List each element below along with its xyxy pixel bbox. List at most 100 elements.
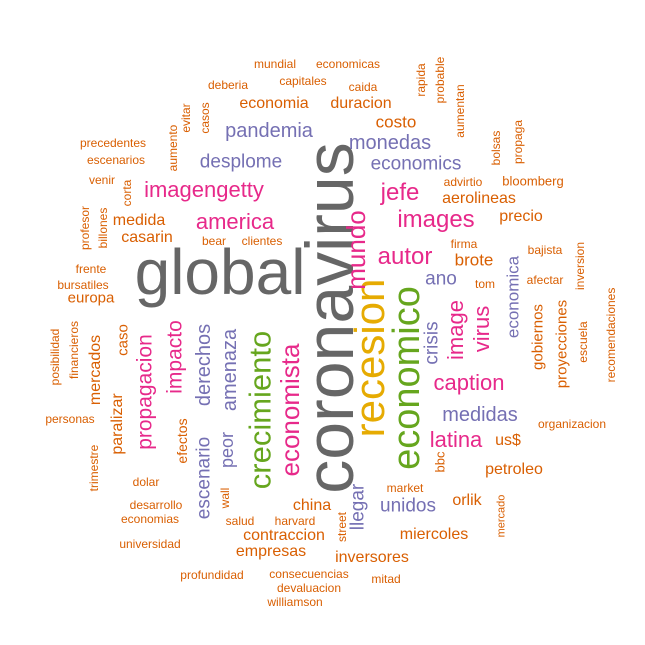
word-rapida: rapida xyxy=(414,63,428,97)
word-escuela: escuela xyxy=(576,321,590,363)
word-efectos: efectos xyxy=(174,418,190,464)
word-jefe: jefe xyxy=(380,179,420,206)
word-desplome: desplome xyxy=(199,151,283,173)
word-impacto: impacto xyxy=(163,320,187,394)
word-advirtio: advirtio xyxy=(443,175,483,189)
word-pandemia: pandemia xyxy=(225,120,313,142)
word-deberia: deberia xyxy=(207,78,249,92)
word-harvard: harvard xyxy=(274,514,316,528)
word-economico: economico xyxy=(386,286,428,470)
word-caption: caption xyxy=(433,370,505,395)
word-medida: medida xyxy=(112,212,166,229)
word-consecuencias: consecuencias xyxy=(269,567,349,581)
word-unidos: unidos xyxy=(380,495,436,517)
word-proyecciones: proyecciones xyxy=(553,299,571,389)
word-desarrollo: desarrollo xyxy=(129,498,183,512)
word-economista: economista xyxy=(275,343,305,477)
word-profundidad: profundidad xyxy=(180,568,244,582)
word-imagengetty: imagengetty xyxy=(144,177,264,202)
word-bbc: bbc xyxy=(432,451,448,473)
word-bursatiles: bursatiles xyxy=(57,278,109,292)
word-personas: personas xyxy=(45,412,95,426)
word-frente: frente xyxy=(75,262,107,276)
word-aumentan: aumentan xyxy=(453,84,467,138)
word-probable: probable xyxy=(433,56,447,104)
word-economicas: economicas xyxy=(315,57,381,71)
word-bajista: bajista xyxy=(527,243,563,257)
word-williamson: williamson xyxy=(267,595,323,609)
word-afectar: afectar xyxy=(526,273,564,287)
word-amenaza: amenaza xyxy=(219,328,241,412)
word-us: us$ xyxy=(495,432,521,449)
word-orlik: orlik xyxy=(452,492,482,509)
word-image: image xyxy=(443,300,468,360)
word-economica: economica xyxy=(503,255,523,339)
word-market: market xyxy=(386,481,424,495)
word-tom: tom xyxy=(474,277,496,291)
word-street: street xyxy=(335,511,349,543)
word-casos: casos xyxy=(198,102,212,134)
word-clientes: clientes xyxy=(241,234,283,248)
word-america: america xyxy=(195,209,275,234)
word-latina: latina xyxy=(429,427,483,452)
word-firma: firma xyxy=(450,237,478,251)
word-miercoles: miercoles xyxy=(399,526,469,543)
word-casarin: casarin xyxy=(121,229,173,246)
word-escenarios: escenarios xyxy=(86,153,146,167)
word-duracion: duracion xyxy=(330,95,392,112)
word-bloomberg: bloomberg xyxy=(502,173,564,189)
word-universidad: universidad xyxy=(119,537,181,551)
word-empresas: empresas xyxy=(235,543,307,560)
word-precedentes: precedentes xyxy=(79,136,147,150)
word-crisis: crisis xyxy=(421,321,443,365)
word-europa: europa xyxy=(67,289,115,307)
word-wall: wall xyxy=(218,487,232,509)
word-petroleo: petroleo xyxy=(485,461,543,478)
word-gobiernos: gobiernos xyxy=(529,304,547,370)
word-peor: peor xyxy=(217,431,237,469)
word-caida: caida xyxy=(348,80,378,94)
word-mercado: mercado xyxy=(495,494,508,538)
word-medidas: medidas xyxy=(442,404,518,426)
word-brote: brote xyxy=(454,250,494,270)
word-aumento: aumento xyxy=(166,124,180,172)
word-economia: economia xyxy=(239,95,309,112)
word-mercados: mercados xyxy=(87,334,104,406)
word-evitar: evitar xyxy=(179,103,193,133)
word-contraccion: contraccion xyxy=(243,527,325,544)
word-autor: autor xyxy=(377,243,433,270)
word-devaluacion: devaluacion xyxy=(276,581,342,595)
word-posibilidad: posibilidad xyxy=(48,328,62,386)
word-recomendaciones: recomendaciones xyxy=(604,287,618,383)
word-propagacion: propagacion xyxy=(133,334,157,450)
word-monedas: monedas xyxy=(348,132,432,154)
word-escenario: escenario xyxy=(193,436,215,520)
word-caso: caso xyxy=(114,324,132,356)
word-trimestre: trimestre xyxy=(87,444,101,492)
word-precio: precio xyxy=(499,208,543,225)
word-ano: ano xyxy=(425,268,457,290)
word-china: china xyxy=(292,497,332,514)
word-recesion: recesion xyxy=(346,278,393,438)
word-derechos: derechos xyxy=(193,323,215,407)
word-salud: salud xyxy=(225,514,255,528)
word-images: images xyxy=(397,206,475,233)
word-mundial: mundial xyxy=(253,57,297,71)
word-financieros: financieros xyxy=(67,320,81,380)
word-mitad: mitad xyxy=(371,572,401,586)
word-crecimiento: crecimiento xyxy=(242,330,278,490)
word-corta: corta xyxy=(120,179,134,207)
word-costo: costo xyxy=(375,112,417,132)
word-inversores: inversores xyxy=(335,549,409,566)
word-llegar: llegar xyxy=(347,483,369,531)
word-capitales: capitales xyxy=(279,74,327,88)
word-aerolineas: aerolineas xyxy=(442,190,516,207)
word-billones: billones xyxy=(96,207,110,249)
word-economias: economias xyxy=(120,512,180,526)
word-inversion: inversion xyxy=(573,241,587,291)
word-bear: bear xyxy=(201,234,227,248)
word-organizacion: organizacion xyxy=(537,417,607,431)
word-propaga: propaga xyxy=(511,119,525,165)
word-virus: virus xyxy=(469,305,494,353)
